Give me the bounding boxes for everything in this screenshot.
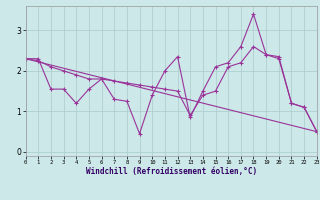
X-axis label: Windchill (Refroidissement éolien,°C): Windchill (Refroidissement éolien,°C) (86, 167, 257, 176)
